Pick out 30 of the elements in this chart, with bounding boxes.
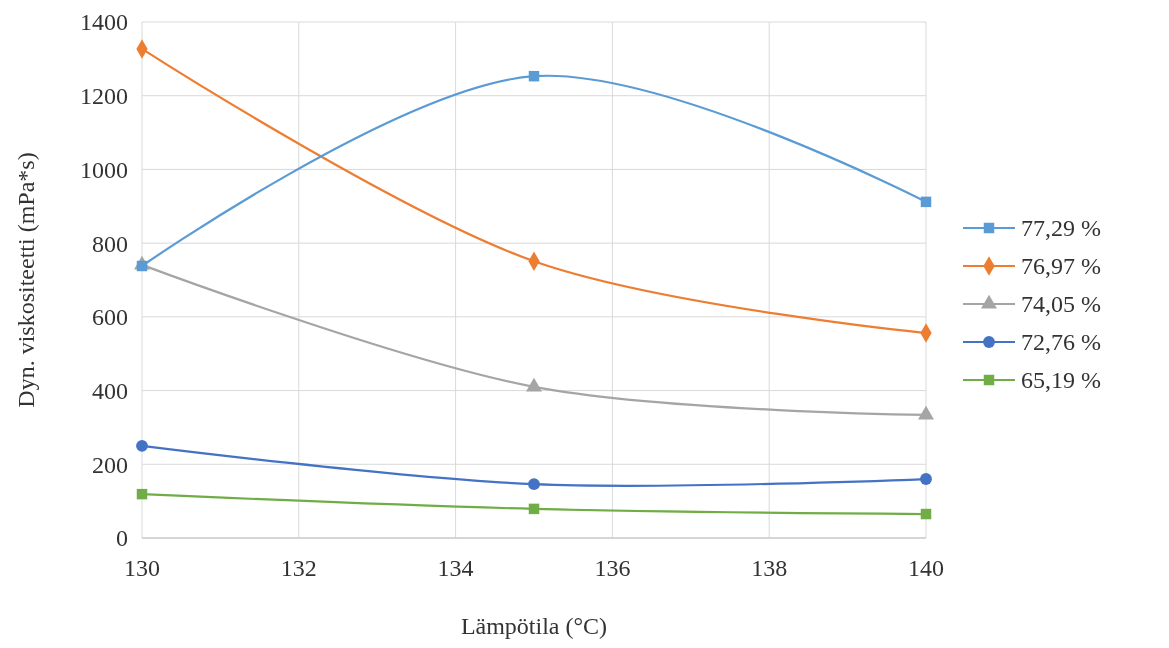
- y-axis-title: Dyn. viskositeetti (mPa*s): [13, 152, 39, 408]
- y-tick-label: 200: [92, 451, 128, 478]
- x-tick-label: 138: [751, 555, 788, 581]
- point: [920, 508, 932, 520]
- x-tick-label: 140: [908, 555, 944, 581]
- y-tick-label: 1000: [80, 156, 128, 183]
- legend-label: 65,19 %: [1021, 367, 1101, 394]
- point: [136, 439, 148, 452]
- y-tick-label: 600: [92, 304, 128, 331]
- y-tick-label: 1400: [80, 9, 128, 36]
- point: [920, 196, 932, 208]
- y-tick-label: 800: [92, 230, 128, 257]
- point: [136, 260, 148, 272]
- x-tick-label: 132: [280, 555, 317, 581]
- x-tick-label: 136: [594, 555, 631, 581]
- y-tick-label: 0: [116, 525, 128, 552]
- legend-label: 77,29 %: [1021, 215, 1101, 242]
- x-tick-label: 130: [124, 555, 160, 581]
- y-tick-label: 400: [92, 377, 128, 404]
- point: [528, 478, 540, 491]
- x-tick-label: 134: [437, 555, 474, 581]
- point: [136, 488, 148, 500]
- x-axis-title: Lämpötila (°C): [460, 613, 608, 639]
- legend-label: 74,05 %: [1021, 291, 1101, 318]
- point: [528, 503, 540, 515]
- y-tick-label: 1200: [80, 83, 128, 110]
- point: [920, 473, 932, 485]
- legend-label: 76,97 %: [1021, 253, 1101, 280]
- point: [528, 70, 540, 82]
- legend-label: 72,76 %: [1021, 329, 1101, 356]
